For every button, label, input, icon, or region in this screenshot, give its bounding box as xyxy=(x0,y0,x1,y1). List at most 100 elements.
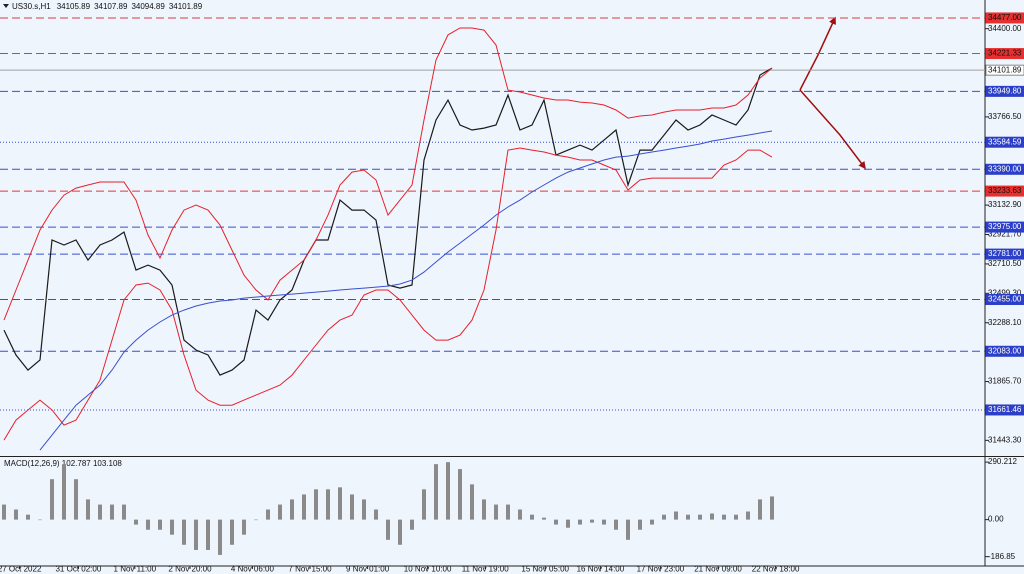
level-price-label: 33233.63 xyxy=(988,186,1022,195)
series-line xyxy=(39,130,773,451)
macd-bar xyxy=(577,519,582,525)
macd-bar xyxy=(265,509,270,520)
macd-bar xyxy=(49,479,54,520)
macd-bar xyxy=(169,519,174,535)
macd-bar xyxy=(13,509,18,520)
macd-bar xyxy=(373,509,378,520)
macd-bar xyxy=(637,519,642,530)
macd-bar xyxy=(313,489,318,520)
x-tick-label: 16 Nov 14:00 xyxy=(577,565,625,574)
macd-bar xyxy=(25,514,30,520)
macd-bar xyxy=(553,519,558,525)
macd-bar xyxy=(565,519,570,528)
x-tick-label: 9 Nov 01:00 xyxy=(346,565,390,574)
level-price-label: 32781.00 xyxy=(988,249,1022,258)
symbol: US30.s,H1 xyxy=(12,2,51,11)
x-tick-label: 15 Nov 05:00 xyxy=(521,565,569,574)
level-price-label: 34477.00 xyxy=(988,13,1022,22)
level-price-label: 31661.46 xyxy=(988,405,1022,414)
macd-bar xyxy=(697,514,702,520)
macd-bar xyxy=(337,487,342,520)
macd-bar xyxy=(757,499,762,520)
level-price-label: 33584.59 xyxy=(988,137,1022,146)
chart-header: US30.s,H1 34105.89 34107.89 34094.89 34101.8… xyxy=(12,2,203,11)
macd-bar xyxy=(685,514,690,520)
macd-bar xyxy=(361,499,366,520)
macd-bar xyxy=(85,499,90,520)
macd-bar xyxy=(529,514,534,520)
level-price-box xyxy=(985,404,1024,416)
macd-bar xyxy=(589,519,594,523)
macd-bar xyxy=(601,519,606,525)
macd-bar xyxy=(709,513,714,520)
projection-down-arrow xyxy=(799,89,866,170)
macd-bar xyxy=(301,494,306,520)
macd-bar xyxy=(73,479,78,520)
menu-triangle[interactable] xyxy=(3,4,9,8)
macd-bar xyxy=(733,514,738,520)
macd-bar xyxy=(457,469,462,520)
x-tick-label: 11 Nov 19:00 xyxy=(462,565,510,574)
macd-bar xyxy=(445,462,450,520)
macd-bar xyxy=(469,484,474,520)
macd-bar xyxy=(433,464,438,520)
x-tick-label: 17 Nov 23:00 xyxy=(637,565,685,574)
y-tick-label: 33132.90 xyxy=(988,200,1022,209)
level-price-label: 34101.89 xyxy=(988,65,1022,74)
macd-bar xyxy=(1,504,6,520)
close: 34101.89 xyxy=(169,2,203,11)
macd-bar xyxy=(109,504,114,520)
macd-bar xyxy=(385,519,390,540)
macd-bar xyxy=(133,519,138,525)
macd-bar xyxy=(145,519,150,530)
x-tick-label: 27 Oct 2022 xyxy=(0,565,42,574)
y-tick-label: 290.212 xyxy=(988,457,1017,466)
macd-bar xyxy=(193,519,198,550)
level-price-label: 33949.80 xyxy=(988,86,1022,95)
macd-bar xyxy=(205,519,210,550)
x-tick-label: 2 Nov 20:00 xyxy=(168,565,212,574)
macd-bar xyxy=(325,489,330,520)
macd-bar xyxy=(721,514,726,520)
level-price-box xyxy=(985,185,1024,197)
macd-bar xyxy=(289,499,294,520)
open: 34105.89 xyxy=(57,2,91,11)
macd-bar xyxy=(625,519,630,540)
macd-bar xyxy=(241,519,246,535)
level-price-box xyxy=(985,248,1024,260)
macd-bar xyxy=(397,519,402,545)
x-tick-label: 31 Oct 02:00 xyxy=(55,565,101,574)
high: 34107.89 xyxy=(94,2,128,11)
level-price-box xyxy=(985,48,1024,60)
projection-up-arrow xyxy=(799,16,836,91)
macd-bar xyxy=(613,519,618,530)
x-tick-label: 4 Nov 06:00 xyxy=(231,565,275,574)
series-line xyxy=(3,67,773,376)
macd-bar xyxy=(277,504,282,520)
macd-bar xyxy=(517,509,522,520)
y-tick-label: 32499.30 xyxy=(988,288,1022,297)
macd-bar xyxy=(541,517,546,520)
macd-bar xyxy=(253,519,258,521)
macd-bar xyxy=(481,499,486,520)
level-price-box xyxy=(985,64,1024,76)
macd-bar xyxy=(157,519,162,530)
series-line xyxy=(3,27,773,321)
macd-title: MACD(12,26,9) 102.787 103.108 xyxy=(4,459,122,468)
y-tick-label: 0.00 xyxy=(988,515,1004,524)
y-tick-label: 34400.00 xyxy=(988,24,1022,33)
macd-bar xyxy=(97,504,102,520)
y-tick-label: 32288.10 xyxy=(988,318,1022,327)
x-tick-label: 21 Nov 09:00 xyxy=(694,565,742,574)
y-tick-label: 31865.70 xyxy=(988,377,1022,386)
level-price-box xyxy=(985,293,1024,305)
level-price-box xyxy=(985,136,1024,148)
macd-bar xyxy=(673,511,678,520)
x-tick-label: 22 Nov 18:00 xyxy=(752,565,800,574)
macd-bar xyxy=(649,519,654,525)
macd-bar xyxy=(409,519,414,530)
macd-bar xyxy=(493,504,498,520)
level-price-box xyxy=(985,12,1024,24)
level-price-label: 32975.00 xyxy=(988,222,1022,231)
x-tick-label: 7 Nov 15:00 xyxy=(288,565,332,574)
